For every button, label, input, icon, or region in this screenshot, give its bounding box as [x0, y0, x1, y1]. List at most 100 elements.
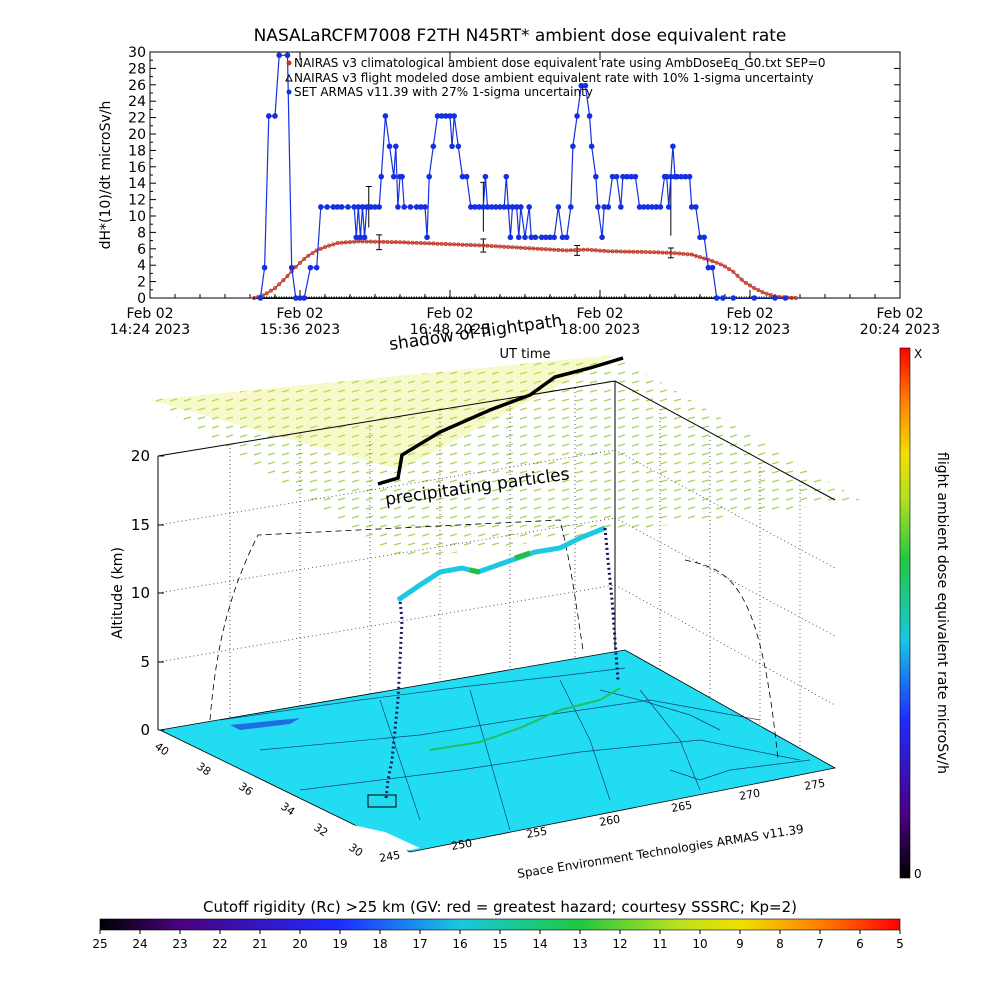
baseline-triangle-marker [420, 296, 424, 299]
top-x-tick-time: 14:24 2023 [110, 322, 190, 338]
climatological-point [252, 295, 257, 300]
top-legend: NAIRAS v3 climatological ambient dose eq… [285, 56, 826, 99]
armas-point [574, 113, 580, 119]
top-y-tick-label: 4 [137, 258, 146, 274]
climatological-point [727, 267, 732, 272]
armas-point [288, 264, 295, 271]
baseline-triangle-marker [645, 296, 649, 299]
armas-point [505, 204, 512, 210]
armas-point [353, 234, 360, 241]
climatological-point [552, 247, 557, 252]
armas-point [613, 173, 620, 180]
climatological-point [443, 242, 448, 247]
armas-point [538, 234, 545, 241]
climatological-point [639, 249, 644, 254]
armas-point [618, 204, 624, 210]
top-y-tick-label: 8 [137, 225, 146, 241]
baseline-triangle-marker [375, 296, 379, 299]
armas-point [705, 264, 712, 271]
armas-point [751, 295, 757, 301]
baseline-triangle-marker [442, 296, 446, 299]
armas-point [447, 113, 453, 119]
climatological-point [756, 288, 761, 293]
hbar-tick-label: 9 [736, 937, 744, 951]
climatological-point [681, 251, 686, 256]
baseline-triangle-marker [575, 296, 579, 299]
climatological-point [268, 288, 273, 293]
baseline-triangle-marker [527, 296, 531, 299]
armas-point [507, 234, 514, 241]
climatological-point [598, 248, 603, 253]
climatological-point [648, 250, 653, 255]
baseline-triangle-marker [625, 296, 629, 299]
top-y-tick-label: 0 [137, 291, 146, 307]
armas-point [468, 204, 474, 210]
climatological-point [343, 240, 348, 245]
climatological-point [331, 242, 336, 247]
climatological-point [481, 243, 486, 248]
armas-point [497, 204, 503, 210]
armas-point [351, 204, 357, 210]
baseline-triangle-marker [675, 296, 679, 299]
armas-point [357, 234, 364, 241]
baseline-triangle-marker [487, 296, 491, 299]
armas-point [293, 295, 299, 301]
armas-point [665, 204, 672, 210]
hbar-tick-label: 11 [652, 937, 667, 951]
armas-point [407, 204, 414, 210]
climatological-point [327, 243, 332, 248]
armas-point [551, 234, 557, 241]
baseline-triangle-marker [385, 296, 389, 299]
climatological-point [306, 253, 311, 258]
map-boundaries [219, 667, 811, 831]
armas-point [649, 204, 655, 210]
baseline-triangle-marker [430, 296, 434, 299]
armas-point [593, 173, 599, 180]
climatological-point [272, 286, 277, 291]
climatological-point [618, 249, 623, 254]
climatological-point [335, 241, 340, 246]
armas-point [697, 234, 703, 241]
baseline-triangle-marker [312, 296, 316, 299]
climatological-point [385, 239, 390, 244]
climatological-point [568, 248, 573, 253]
armas-point [363, 204, 370, 210]
armas-point [513, 204, 520, 210]
top-y-tick-label: 24 [128, 94, 146, 110]
hbar-tick-label: 25 [92, 937, 107, 951]
climatological-point [352, 239, 357, 244]
baseline-triangle-marker [512, 296, 516, 299]
armas-point [670, 143, 676, 150]
armas-point [730, 295, 737, 301]
baseline-triangle-marker [567, 296, 571, 299]
top-y-tick-label: 2 [137, 275, 146, 291]
climatological-point [664, 250, 669, 255]
baseline-triangle-marker [267, 296, 271, 299]
baseline-triangle-marker [570, 296, 574, 299]
baseline-triangle-marker [270, 296, 274, 299]
armas-point [582, 82, 589, 89]
hbar-tick-label: 15 [492, 937, 507, 951]
climatological-point [339, 240, 344, 245]
climatological-point [318, 246, 323, 251]
climatological-point [635, 249, 640, 254]
climatological-point [460, 242, 465, 247]
baseline-triangle-marker [585, 296, 589, 299]
climatological-point [493, 244, 498, 249]
baseline-triangle-marker [345, 296, 349, 299]
armas-point [682, 173, 689, 180]
climatological-point [577, 247, 582, 252]
baseline-triangle-marker [700, 296, 704, 299]
baseline-triangle-marker [550, 296, 554, 299]
armas-point [701, 234, 707, 241]
armas-point [438, 113, 445, 119]
armas-point [307, 264, 314, 271]
top-y-tick-label: 28 [128, 61, 146, 77]
top-y-tick-label: 30 [128, 45, 146, 61]
longitude-tick-label: 250 [450, 837, 473, 853]
armas-point [493, 204, 499, 210]
climatological-point [643, 249, 648, 254]
climatological-point [614, 249, 619, 254]
climatological-point [368, 239, 373, 244]
